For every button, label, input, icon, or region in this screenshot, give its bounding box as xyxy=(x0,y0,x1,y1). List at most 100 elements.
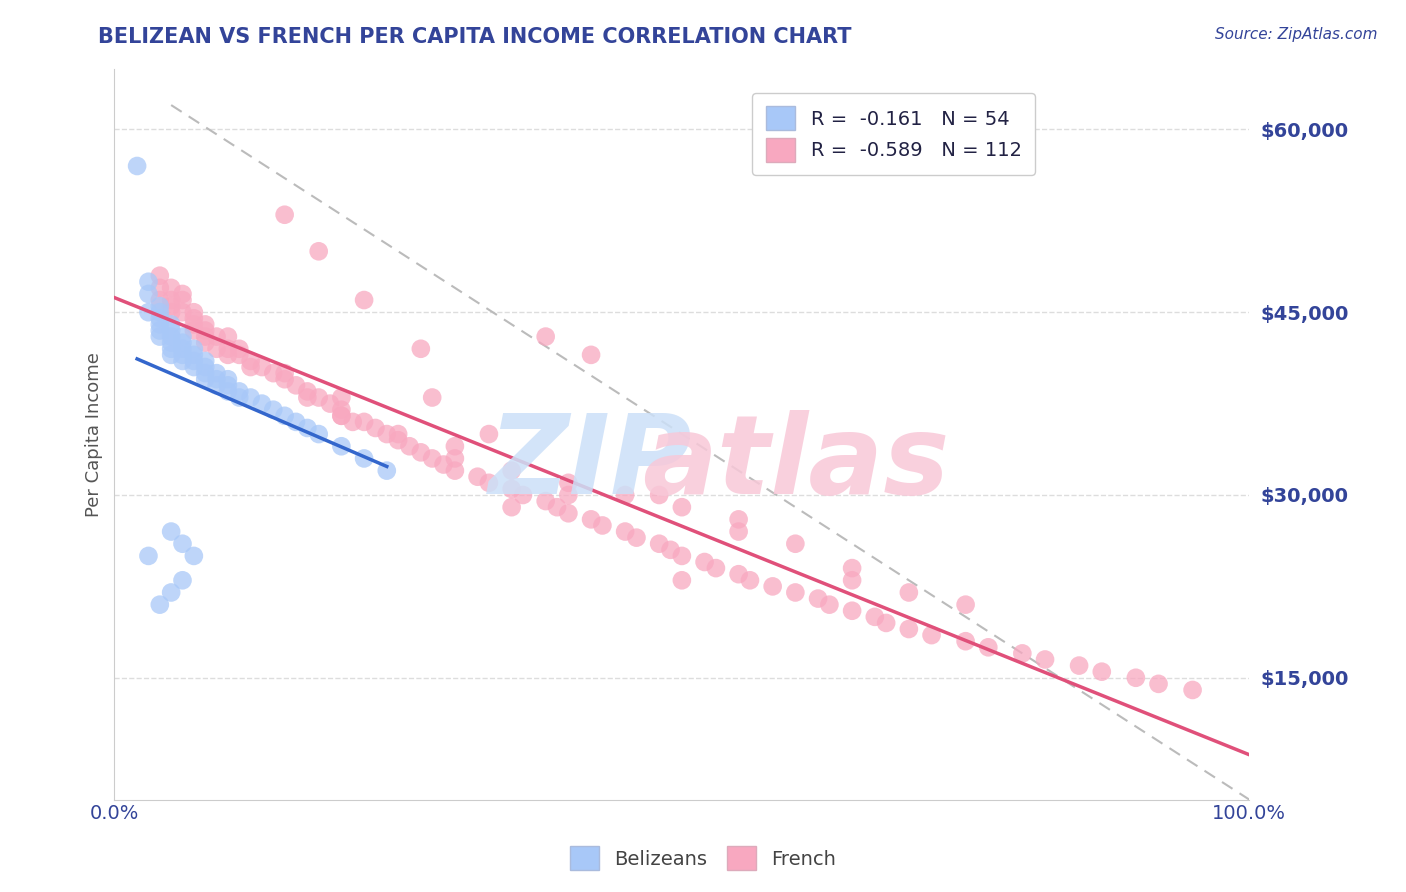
Point xyxy=(319,396,342,410)
Point xyxy=(626,531,648,545)
Point xyxy=(387,427,409,442)
Point xyxy=(205,378,228,392)
Point xyxy=(194,372,217,386)
Point xyxy=(330,409,353,423)
Point xyxy=(228,348,250,362)
Point xyxy=(546,500,568,515)
Point xyxy=(671,549,693,563)
Point xyxy=(785,537,807,551)
Point xyxy=(262,366,284,380)
Point xyxy=(160,329,183,343)
Point xyxy=(444,451,467,466)
Point xyxy=(194,324,217,338)
Point xyxy=(409,445,432,459)
Point xyxy=(217,342,239,356)
Point xyxy=(512,488,534,502)
Point xyxy=(160,342,183,356)
Point xyxy=(262,402,284,417)
Point xyxy=(671,574,693,588)
Point xyxy=(149,305,172,319)
Point xyxy=(444,464,467,478)
Point xyxy=(807,591,830,606)
Point xyxy=(183,359,205,374)
Point xyxy=(398,439,420,453)
Point xyxy=(285,378,308,392)
Point xyxy=(205,329,228,343)
Point xyxy=(239,359,262,374)
Point xyxy=(250,396,273,410)
Point xyxy=(409,342,432,356)
Point xyxy=(955,598,977,612)
Y-axis label: Per Capita Income: Per Capita Income xyxy=(86,351,103,516)
Point xyxy=(330,409,353,423)
Point xyxy=(217,378,239,392)
Point xyxy=(297,421,319,435)
Point xyxy=(977,640,1000,655)
Point xyxy=(217,372,239,386)
Point xyxy=(297,384,319,399)
Point xyxy=(172,342,194,356)
Point xyxy=(172,354,194,368)
Point xyxy=(160,299,183,313)
Point xyxy=(591,518,613,533)
Point xyxy=(183,549,205,563)
Point xyxy=(375,464,398,478)
Point xyxy=(172,293,194,307)
Point xyxy=(467,469,489,483)
Point xyxy=(353,451,375,466)
Point xyxy=(149,293,172,307)
Point xyxy=(172,329,194,343)
Point xyxy=(364,421,387,435)
Point xyxy=(149,281,172,295)
Point xyxy=(172,537,194,551)
Point xyxy=(727,512,749,526)
Point xyxy=(205,366,228,380)
Point xyxy=(194,335,217,350)
Point xyxy=(785,585,807,599)
Point xyxy=(127,159,149,173)
Point xyxy=(160,293,183,307)
Point xyxy=(841,561,863,575)
Point xyxy=(738,574,761,588)
Point xyxy=(160,585,183,599)
Point xyxy=(921,628,943,642)
Point xyxy=(478,427,501,442)
Point xyxy=(172,574,194,588)
Point xyxy=(1147,677,1170,691)
Point xyxy=(217,329,239,343)
Point xyxy=(1181,682,1204,697)
Point xyxy=(297,391,319,405)
Point xyxy=(172,305,194,319)
Legend: Belizeans, French: Belizeans, French xyxy=(562,838,844,878)
Point xyxy=(557,506,579,520)
Point xyxy=(579,348,602,362)
Point xyxy=(501,482,523,496)
Point xyxy=(1091,665,1114,679)
Point xyxy=(353,293,375,307)
Point xyxy=(648,537,671,551)
Point xyxy=(205,372,228,386)
Point xyxy=(863,610,886,624)
Point xyxy=(534,329,557,343)
Point xyxy=(1067,658,1090,673)
Point xyxy=(478,475,501,490)
Point xyxy=(273,366,295,380)
Point xyxy=(557,475,579,490)
Point xyxy=(160,524,183,539)
Point xyxy=(183,311,205,326)
Point xyxy=(387,433,409,447)
Text: BELIZEAN VS FRENCH PER CAPITA INCOME CORRELATION CHART: BELIZEAN VS FRENCH PER CAPITA INCOME COR… xyxy=(98,27,852,46)
Point xyxy=(250,359,273,374)
Point xyxy=(217,348,239,362)
Point xyxy=(841,574,863,588)
Point xyxy=(614,488,637,502)
Point xyxy=(353,415,375,429)
Point xyxy=(149,318,172,332)
Point xyxy=(671,500,693,515)
Point xyxy=(342,415,364,429)
Point xyxy=(160,324,183,338)
Point xyxy=(172,287,194,301)
Text: Source: ZipAtlas.com: Source: ZipAtlas.com xyxy=(1215,27,1378,42)
Point xyxy=(285,415,308,429)
Point xyxy=(194,359,217,374)
